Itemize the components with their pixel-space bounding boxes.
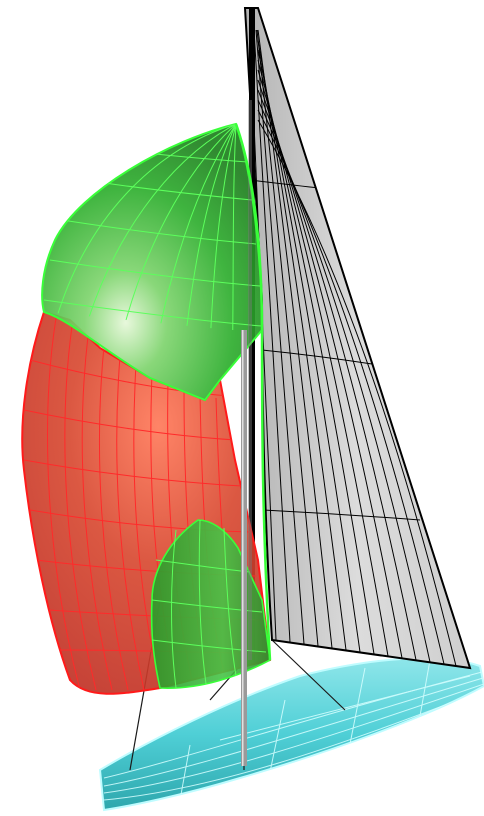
staysail (150, 519, 271, 689)
mainsail (243, 7, 472, 670)
mast (241, 100, 252, 766)
spinnaker-leech (234, 123, 272, 661)
